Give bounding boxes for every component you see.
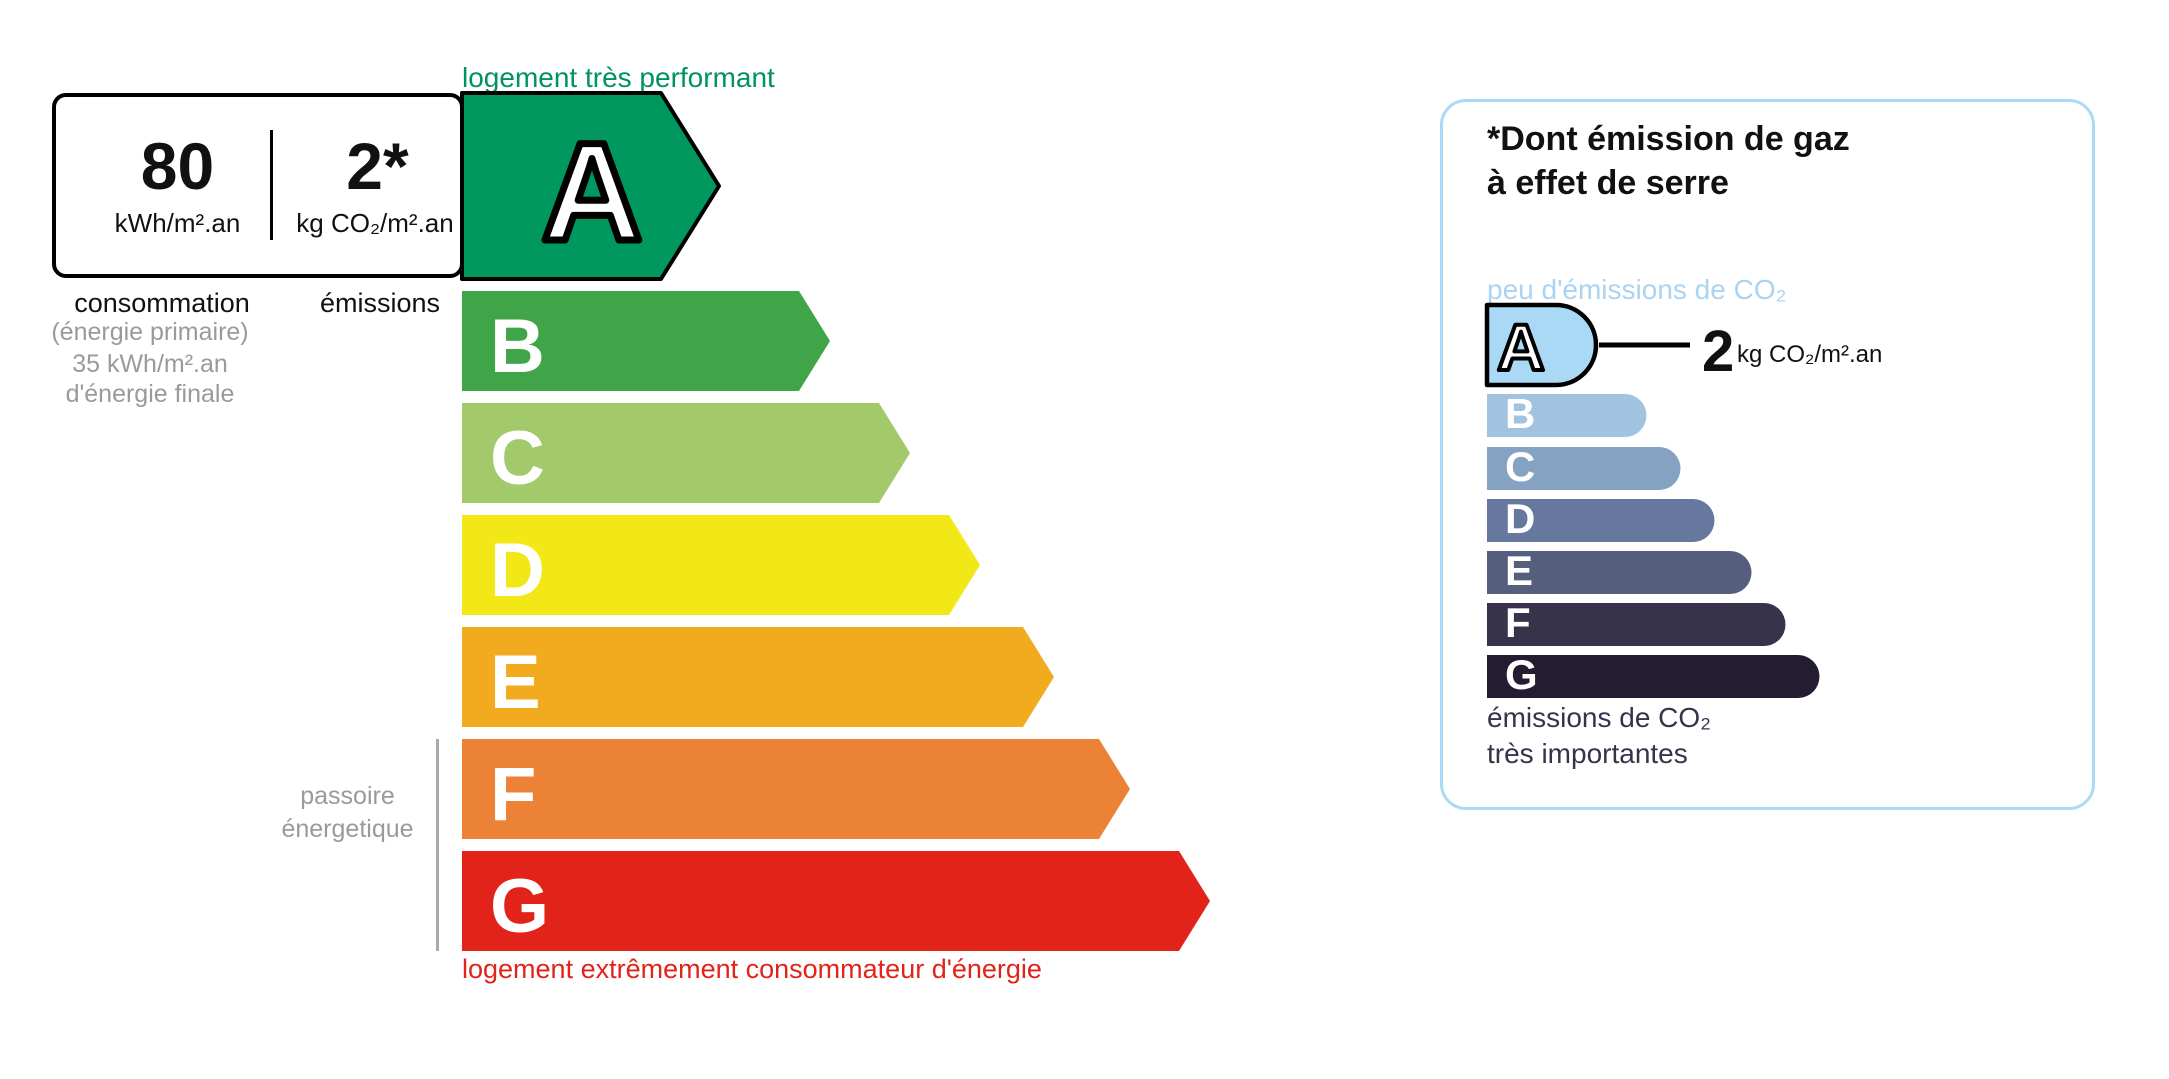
- svg-text:E: E: [1505, 547, 1533, 594]
- svg-text:kg CO₂/m².an: kg CO₂/m².an: [1737, 341, 1882, 368]
- svg-text:A: A: [1497, 310, 1545, 384]
- svg-text:G: G: [1505, 651, 1538, 698]
- svg-text:D: D: [1505, 495, 1535, 542]
- svg-text:F: F: [1505, 599, 1531, 646]
- svg-text:C: C: [1505, 443, 1535, 490]
- svg-text:2: 2: [1702, 319, 1734, 384]
- svg-text:B: B: [1505, 390, 1535, 437]
